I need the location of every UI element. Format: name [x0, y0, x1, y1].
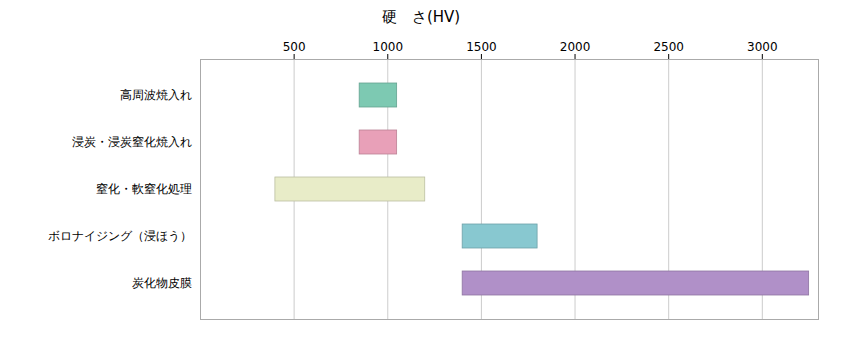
- html-text:硬 さ(HV): 硬 さ(HV): [381, 8, 461, 26]
- svg-text:3000: 3000: [747, 40, 778, 54]
- svg-text:ボロナイジング（浸ほう）: ボロナイジング（浸ほう）: [48, 229, 192, 243]
- svg-text:高周波焼入れ: 高周波焼入れ: [120, 88, 192, 102]
- svg-text:500: 500: [283, 40, 306, 54]
- svg-text:窒化・軟窒化処理: 窒化・軟窒化処理: [96, 182, 192, 196]
- svg-text:1500: 1500: [466, 40, 497, 54]
- svg-text:1000: 1000: [372, 40, 403, 54]
- svg-text:2500: 2500: [653, 40, 684, 54]
- svg-text:炭化物皮膜: 炭化物皮膜: [132, 276, 192, 290]
- svg-text:2000: 2000: [560, 40, 591, 54]
- svg-text:浸炭・浸炭窒化焼入れ: 浸炭・浸炭窒化焼入れ: [72, 135, 192, 149]
